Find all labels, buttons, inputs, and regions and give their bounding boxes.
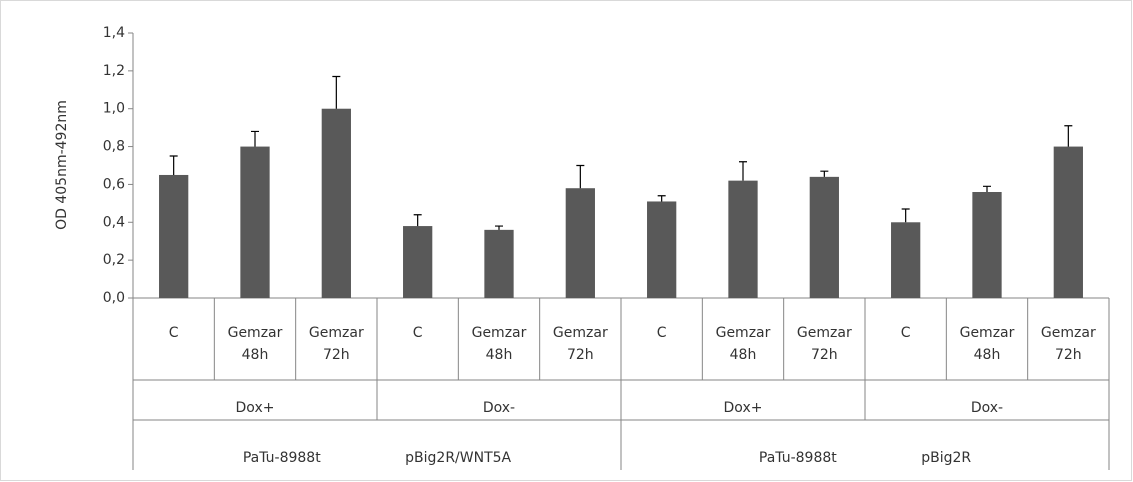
error-bar (983, 185, 991, 192)
subgroup-label: Dox+ (723, 400, 763, 416)
bar (972, 192, 1002, 298)
bar (891, 222, 921, 298)
bar (159, 174, 189, 298)
category-label: Gemzar 48h (959, 325, 1015, 363)
error-bar (251, 130, 259, 147)
y-tick-label: 0,6 (103, 176, 125, 192)
y-tick-label: 1,2 (103, 63, 125, 79)
y-tick-label: 0,8 (103, 139, 125, 155)
bar (728, 180, 758, 298)
y-tick-label: 0,0 (103, 290, 125, 306)
error-bar (169, 155, 178, 175)
y-tick-label: 1,4 (103, 25, 125, 41)
bar (647, 201, 677, 298)
category-label: C (656, 325, 667, 341)
category-label: C (168, 325, 179, 341)
error-bar (739, 161, 747, 181)
category-label: Gemzar 72h (308, 325, 364, 363)
category-label: Gemzar 48h (227, 325, 283, 363)
group-label: PaTu-8988t pBig2R (758, 450, 972, 466)
y-axis-label: OD 405nm-492nm (54, 100, 70, 230)
category-label: Gemzar 48h (471, 325, 527, 363)
error-bar (901, 208, 910, 223)
bar (240, 146, 270, 298)
category-label: C (412, 325, 423, 341)
error-bar (657, 195, 666, 202)
bar (809, 176, 839, 298)
bar (403, 226, 433, 298)
group-label: PaTu-8988t pBig2R/WNT5A (242, 450, 512, 466)
category-label: C (900, 325, 911, 341)
subgroup-label: Dox- (482, 400, 516, 416)
category-label: Gemzar 72h (1040, 325, 1096, 363)
error-bar (332, 75, 341, 109)
error-bar (1064, 125, 1073, 147)
category-label: Gemzar 72h (796, 325, 852, 363)
y-tick-label: 0,2 (103, 252, 125, 268)
category-label: Gemzar 72h (552, 325, 608, 363)
error-bar (413, 214, 422, 227)
bar (1053, 146, 1083, 298)
bar (321, 108, 351, 298)
y-tick-label: 0,4 (103, 214, 125, 230)
error-bar (820, 170, 829, 177)
bar (484, 229, 514, 298)
subgroup-label: Dox+ (235, 400, 275, 416)
y-tick-label: 1,0 (103, 101, 125, 117)
error-bar (576, 164, 585, 189)
category-label: Gemzar 48h (715, 325, 771, 363)
bar (565, 188, 595, 298)
subgroup-label: Dox- (970, 400, 1004, 416)
error-bar (495, 225, 503, 230)
